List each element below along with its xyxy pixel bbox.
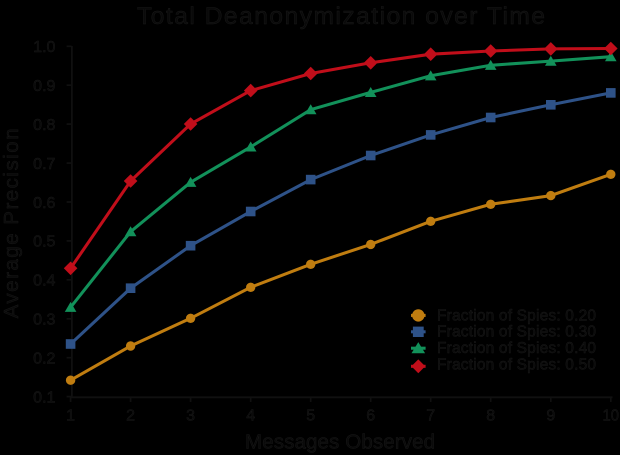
svg-text:0.2: 0.2 xyxy=(33,351,55,368)
svg-text:7: 7 xyxy=(426,408,435,425)
svg-text:Fraction of Spies: 0.30: Fraction of Spies: 0.30 xyxy=(437,324,596,341)
svg-text:4: 4 xyxy=(246,408,255,425)
svg-text:9: 9 xyxy=(546,408,555,425)
svg-text:Messages Observed: Messages Observed xyxy=(245,431,435,454)
svg-text:0.1: 0.1 xyxy=(33,389,55,406)
svg-text:Fraction of Spies: 0.50: Fraction of Spies: 0.50 xyxy=(437,357,596,374)
svg-text:10: 10 xyxy=(603,408,620,425)
svg-text:1: 1 xyxy=(66,408,75,425)
svg-text:3: 3 xyxy=(186,408,195,425)
svg-text:Average Precision: Average Precision xyxy=(0,128,23,318)
svg-text:0.3: 0.3 xyxy=(33,312,55,329)
svg-text:0.7: 0.7 xyxy=(33,156,55,173)
svg-text:6: 6 xyxy=(366,408,375,425)
svg-text:0.9: 0.9 xyxy=(33,78,55,95)
svg-text:Fraction of Spies: 0.40: Fraction of Spies: 0.40 xyxy=(437,340,596,357)
svg-text:5: 5 xyxy=(306,408,315,425)
svg-text:0.5: 0.5 xyxy=(33,234,55,251)
svg-text:0.6: 0.6 xyxy=(33,195,55,212)
svg-text:0.8: 0.8 xyxy=(33,117,55,134)
svg-text:0.4: 0.4 xyxy=(33,273,55,290)
svg-text:8: 8 xyxy=(486,408,495,425)
svg-text:2: 2 xyxy=(126,408,135,425)
svg-text:1.0: 1.0 xyxy=(33,39,55,56)
svg-text:Fraction of Spies: 0.20: Fraction of Spies: 0.20 xyxy=(437,307,596,324)
